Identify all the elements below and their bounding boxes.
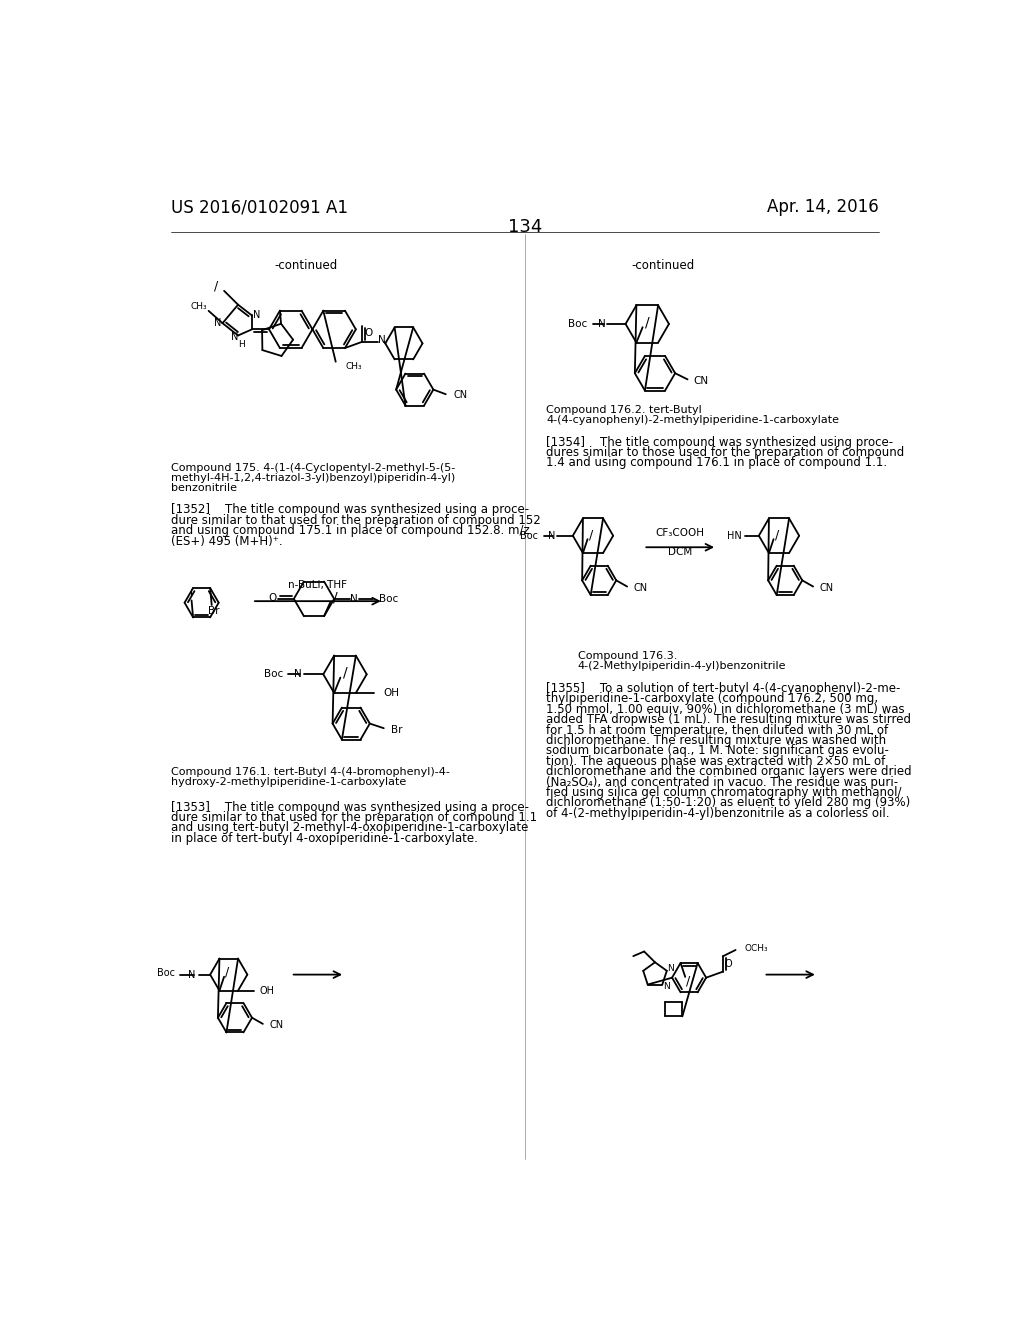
Text: dures similar to those used for the preparation of compound: dures similar to those used for the prep… (547, 446, 905, 459)
Text: /: / (686, 975, 690, 987)
Text: [1355]    To a solution of tert-butyl 4-(4-cyanophenyl)-2-me-: [1355] To a solution of tert-butyl 4-(4-… (547, 682, 901, 696)
Text: Boc: Boc (520, 531, 538, 541)
Text: Boc: Boc (158, 968, 175, 978)
Text: CN: CN (693, 376, 709, 385)
Text: thylpiperidine-1-carboxylate (compound 176.2, 500 mg,: thylpiperidine-1-carboxylate (compound 1… (547, 693, 879, 705)
Text: N: N (548, 531, 555, 541)
Text: Compound 176.1. tert-Butyl 4-(4-bromophenyl)-4-: Compound 176.1. tert-Butyl 4-(4-bromophe… (171, 767, 450, 776)
Text: and using compound 175.1 in place of compound 152.8. m/z: and using compound 175.1 in place of com… (171, 524, 529, 537)
Text: n-BuLi, THF: n-BuLi, THF (289, 581, 347, 590)
Text: for 1.5 h at room temperature, then diluted with 30 mL of: for 1.5 h at room temperature, then dilu… (547, 723, 889, 737)
Text: HN: HN (727, 531, 741, 541)
Text: in place of tert-butyl 4-oxopiperidine-1-carboxylate.: in place of tert-butyl 4-oxopiperidine-1… (171, 832, 477, 845)
Text: US 2016/0102091 A1: US 2016/0102091 A1 (171, 198, 347, 216)
Text: -continued: -continued (631, 259, 694, 272)
Text: N: N (188, 970, 196, 979)
Text: /: / (343, 667, 347, 680)
Text: N: N (598, 319, 605, 329)
Text: /: / (589, 528, 593, 541)
Text: tion). The aqueous phase was extracted with 2×50 mL of: tion). The aqueous phase was extracted w… (547, 755, 886, 768)
Text: 134: 134 (508, 218, 542, 236)
Text: benzonitrile: benzonitrile (171, 483, 237, 492)
Text: -continued: -continued (274, 259, 338, 272)
Text: Br: Br (391, 725, 403, 735)
Text: [1352]    The title compound was synthesized using a proce-: [1352] The title compound was synthesize… (171, 503, 528, 516)
Text: sodium bicarbonate (aq., 1 M. Note: significant gas evolu-: sodium bicarbonate (aq., 1 M. Note: sign… (547, 744, 890, 758)
Text: N: N (231, 333, 239, 342)
Text: N: N (294, 668, 302, 678)
Text: H: H (239, 341, 246, 350)
Text: 1.4 and using compound 176.1 in place of compound 1.1.: 1.4 and using compound 176.1 in place of… (547, 457, 888, 470)
Text: N: N (349, 594, 357, 603)
Text: CH₃: CH₃ (345, 362, 361, 371)
Text: O: O (365, 327, 373, 338)
Text: OH: OH (260, 986, 274, 995)
Text: added TFA dropwise (1 mL). The resulting mixture was stirred: added TFA dropwise (1 mL). The resulting… (547, 713, 911, 726)
Text: /: / (225, 966, 229, 978)
Text: dichloromethane. The resulting mixture was washed with: dichloromethane. The resulting mixture w… (547, 734, 887, 747)
Text: CN: CN (454, 389, 468, 400)
Text: CN: CN (819, 583, 834, 593)
Text: [1353]    The title compound was synthesized using a proce-: [1353] The title compound was synthesize… (171, 800, 528, 813)
Text: /: / (214, 280, 218, 293)
Text: Compound 176.2. tert-Butyl: Compound 176.2. tert-Butyl (547, 405, 702, 414)
Text: 4-(4-cyanophenyl)-2-methylpiperidine-1-carboxylate: 4-(4-cyanophenyl)-2-methylpiperidine-1-c… (547, 414, 840, 425)
Text: dichloromethane and the combined organic layers were dried: dichloromethane and the combined organic… (547, 766, 912, 779)
Text: N: N (214, 318, 221, 329)
Text: /: / (774, 528, 779, 541)
Text: (Na₂SO₄), and concentrated in vacuo. The residue was puri-: (Na₂SO₄), and concentrated in vacuo. The… (547, 776, 899, 788)
Text: OH: OH (384, 688, 399, 698)
Text: Compound 175. 4-(1-(4-Cyclopentyl-2-methyl-5-(5-: Compound 175. 4-(1-(4-Cyclopentyl-2-meth… (171, 462, 455, 473)
Text: hydroxy-2-methylpiperidine-1-carboxylate: hydroxy-2-methylpiperidine-1-carboxylate (171, 777, 406, 787)
Text: OCH₃: OCH₃ (744, 944, 769, 953)
Text: CH₃: CH₃ (191, 302, 208, 310)
Text: /: / (333, 590, 337, 605)
Text: and using tert-butyl 2-methyl-4-oxopiperidine-1-carboxylate: and using tert-butyl 2-methyl-4-oxopiper… (171, 821, 528, 834)
Text: CF₃COOH: CF₃COOH (655, 528, 705, 539)
Text: O: O (268, 593, 276, 603)
Text: I: I (190, 589, 194, 599)
Text: Br: Br (208, 606, 220, 616)
Text: fied using silica gel column chromatography with methanol/: fied using silica gel column chromatogra… (547, 785, 902, 799)
Text: dure similar to that used for the preparation of compound 1.1: dure similar to that used for the prepar… (171, 810, 537, 824)
Text: N: N (253, 310, 260, 321)
Text: DCM: DCM (668, 548, 692, 557)
Text: dichloromethane (1:50-1:20) as eluent to yield 280 mg (93%): dichloromethane (1:50-1:20) as eluent to… (547, 796, 910, 809)
Text: O: O (725, 958, 732, 969)
Text: 1.50 mmol, 1.00 equiv, 90%) in dichloromethane (3 mL) was: 1.50 mmol, 1.00 equiv, 90%) in dichlorom… (547, 702, 905, 715)
Text: CN: CN (633, 583, 647, 593)
Text: N: N (663, 982, 670, 991)
Text: Apr. 14, 2016: Apr. 14, 2016 (767, 198, 879, 216)
Text: dure similar to that used for the preparation of compound 152: dure similar to that used for the prepar… (171, 513, 541, 527)
Text: (ES+) 495 (M+H)⁺.: (ES+) 495 (M+H)⁺. (171, 535, 283, 548)
Text: N: N (668, 964, 674, 973)
Text: methyl-4H-1,2,4-triazol-3-yl)benzoyl)piperidin-4-yl): methyl-4H-1,2,4-triazol-3-yl)benzoyl)pip… (171, 473, 455, 483)
Text: Boc: Boc (567, 319, 587, 329)
Text: Boc: Boc (264, 668, 283, 678)
Text: 4-(2-Methylpiperidin-4-yl)benzonitrile: 4-(2-Methylpiperidin-4-yl)benzonitrile (578, 661, 786, 671)
Text: Compound 176.3.: Compound 176.3. (578, 651, 677, 661)
Text: CN: CN (269, 1020, 284, 1031)
Text: Boc: Boc (379, 594, 398, 603)
Text: of 4-(2-methylpiperidin-4-yl)benzonitrile as a colorless oil.: of 4-(2-methylpiperidin-4-yl)benzonitril… (547, 807, 890, 820)
Text: N: N (378, 335, 385, 346)
Text: [1354]    The title compound was synthesized using proce-: [1354] The title compound was synthesize… (547, 436, 894, 449)
Text: /: / (645, 315, 649, 330)
